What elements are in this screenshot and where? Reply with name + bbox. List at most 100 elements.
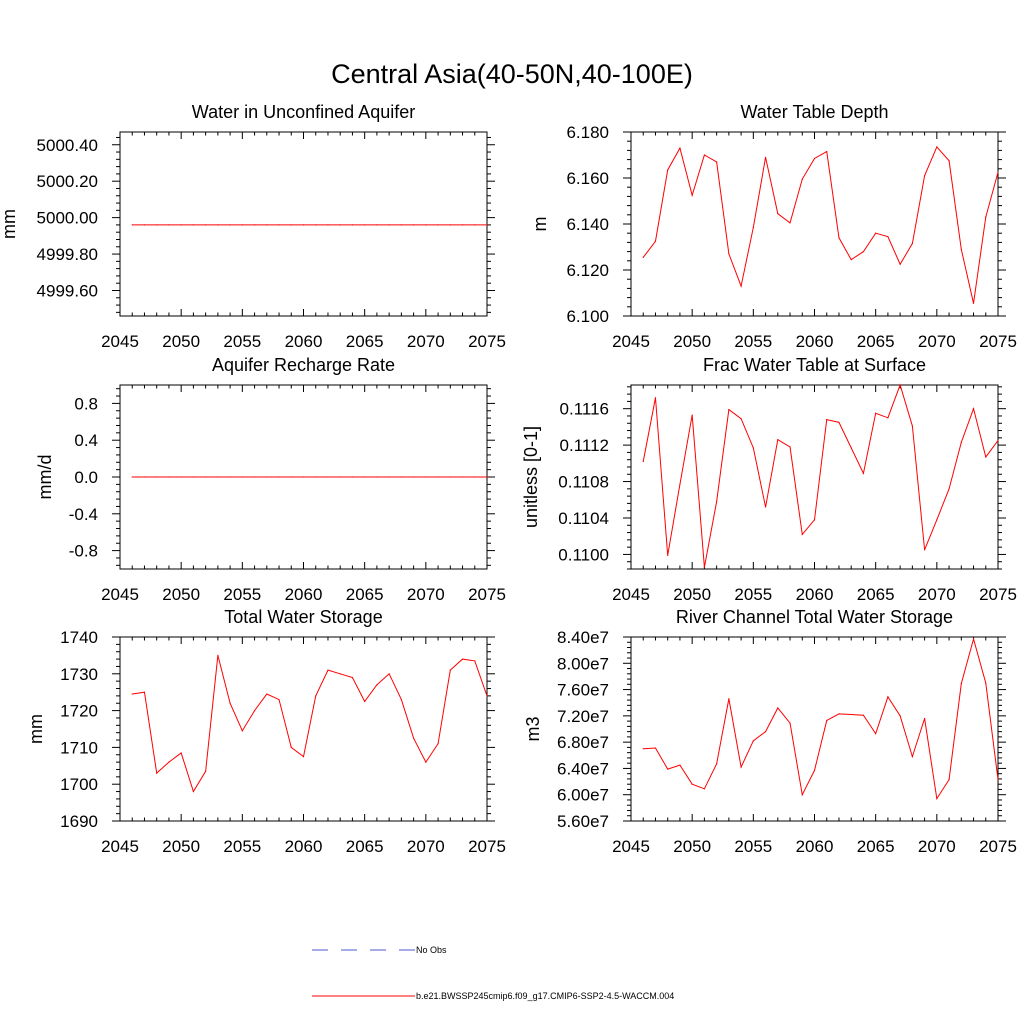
data-point — [887, 696, 889, 698]
data-point — [667, 554, 669, 556]
y-tick-label: 0.1116 — [560, 400, 609, 419]
data-point — [461, 224, 464, 226]
data-point — [351, 224, 354, 226]
data-point — [302, 756, 305, 758]
data-point — [899, 384, 901, 386]
x-tick-label: 2050 — [162, 585, 200, 604]
data-point — [642, 460, 644, 463]
series-line — [643, 637, 999, 801]
data-point — [131, 476, 133, 478]
data-point — [716, 763, 718, 765]
data-point — [192, 224, 194, 226]
x-tick-label: 2055 — [223, 585, 261, 604]
data-point — [875, 412, 877, 414]
data-point — [703, 788, 706, 790]
data-point — [474, 660, 476, 662]
x-tick-label: 2070 — [407, 332, 445, 351]
x-tick-label: 2070 — [918, 837, 956, 856]
data-point — [315, 224, 317, 226]
x-tick-label: 2060 — [796, 585, 834, 604]
data-point — [924, 717, 926, 720]
data-point — [278, 224, 280, 226]
data-point — [985, 456, 987, 458]
data-point — [716, 161, 718, 163]
y-tick-label: -0.8 — [69, 542, 98, 561]
series-line — [132, 655, 488, 793]
data-point — [266, 693, 268, 695]
data-point — [339, 673, 341, 675]
x-tick-label: 2065 — [857, 585, 895, 604]
y-tick-label: 1710 — [60, 738, 98, 757]
data-point — [486, 476, 488, 478]
series-line — [642, 146, 999, 304]
x-tick-label: 2060 — [796, 332, 834, 351]
x-tick-label: 2065 — [346, 837, 384, 856]
data-point — [875, 232, 877, 234]
chart-panels: Water in Unconfined Aquifer 2045 2050 2055 2… — [0, 102, 1017, 856]
legend-label-no-obs: No Obs — [416, 945, 447, 955]
data-point — [327, 669, 329, 671]
data-point — [180, 752, 182, 754]
y-tick-label: 1730 — [60, 665, 98, 684]
data-point — [376, 224, 378, 226]
data-point — [156, 224, 158, 226]
data-point — [461, 476, 464, 478]
data-point — [437, 476, 439, 478]
data-point — [376, 684, 378, 686]
x-tick-label: 2075 — [979, 332, 1017, 351]
data-point — [972, 408, 975, 410]
data-point — [339, 224, 341, 226]
x-tick-label: 2055 — [734, 837, 772, 856]
data-point — [764, 156, 767, 158]
data-point — [425, 224, 427, 226]
data-point — [654, 747, 657, 749]
data-point — [253, 476, 256, 478]
data-point — [217, 654, 219, 657]
series-line — [642, 383, 999, 568]
data-point — [997, 779, 999, 781]
data-point — [972, 638, 975, 640]
data-point — [997, 439, 999, 442]
data-point — [413, 737, 415, 739]
data-point — [156, 772, 158, 774]
data-point — [813, 519, 816, 521]
x-tick-label: 2045 — [612, 585, 650, 604]
data-point — [972, 302, 975, 304]
data-point — [364, 476, 366, 478]
data-point — [302, 476, 305, 478]
data-point — [253, 224, 256, 226]
x-tick-label: 2075 — [468, 585, 506, 604]
y-tick-label: 4999.60 — [37, 281, 98, 300]
data-point — [180, 224, 182, 226]
data-point — [875, 733, 877, 735]
data-point — [143, 691, 146, 693]
data-point — [229, 224, 231, 226]
data-point — [728, 408, 730, 411]
x-tick-label: 2060 — [285, 332, 323, 351]
chart-title: River Channel Total Water Storage — [676, 607, 953, 627]
data-point — [764, 731, 767, 733]
plot-frame — [630, 384, 999, 570]
chart-frac-water-table-at-surface: Frac Water Table at Surface 2045 2050 2055 2… — [521, 355, 1017, 604]
y-tick-label: 6.140 — [566, 215, 609, 234]
data-point — [703, 154, 706, 156]
data-point — [425, 761, 427, 763]
data-point — [924, 175, 926, 177]
chart-title: Frac Water Table at Surface — [703, 355, 926, 375]
x-tick-label: 2055 — [734, 332, 772, 351]
data-point — [229, 702, 231, 704]
data-point — [703, 566, 706, 568]
data-point — [351, 476, 354, 478]
data-point — [960, 683, 962, 685]
data-point — [192, 476, 194, 478]
data-point — [667, 768, 669, 770]
y-tick-label: 0.1112 — [560, 436, 609, 455]
data-point — [850, 259, 852, 261]
x-tick-label: 2070 — [918, 585, 956, 604]
data-point — [642, 256, 644, 258]
chart-river-channel-total-water-storage: River Channel Total Water Storage 2045 205… — [523, 607, 1017, 856]
y-tick-label: 0.1104 — [558, 509, 609, 528]
data-point — [862, 714, 865, 716]
x-tick-label: 2055 — [223, 837, 261, 856]
data-point — [740, 418, 742, 420]
